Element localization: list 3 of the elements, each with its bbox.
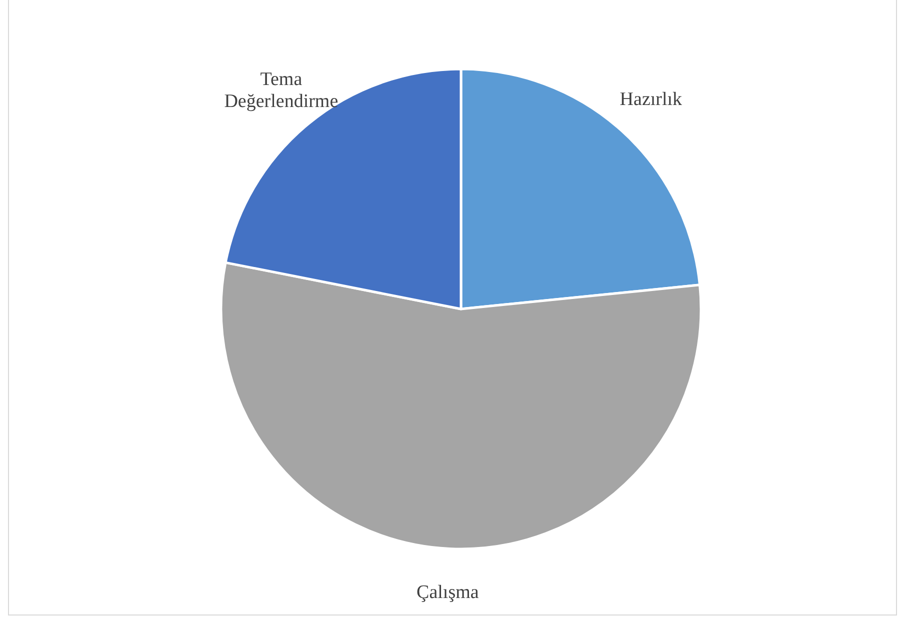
slice-label: Hazırlık xyxy=(620,88,683,110)
slice-label: Tema Değerlendirme xyxy=(224,69,338,112)
slice-label: Çalışma xyxy=(416,582,480,603)
